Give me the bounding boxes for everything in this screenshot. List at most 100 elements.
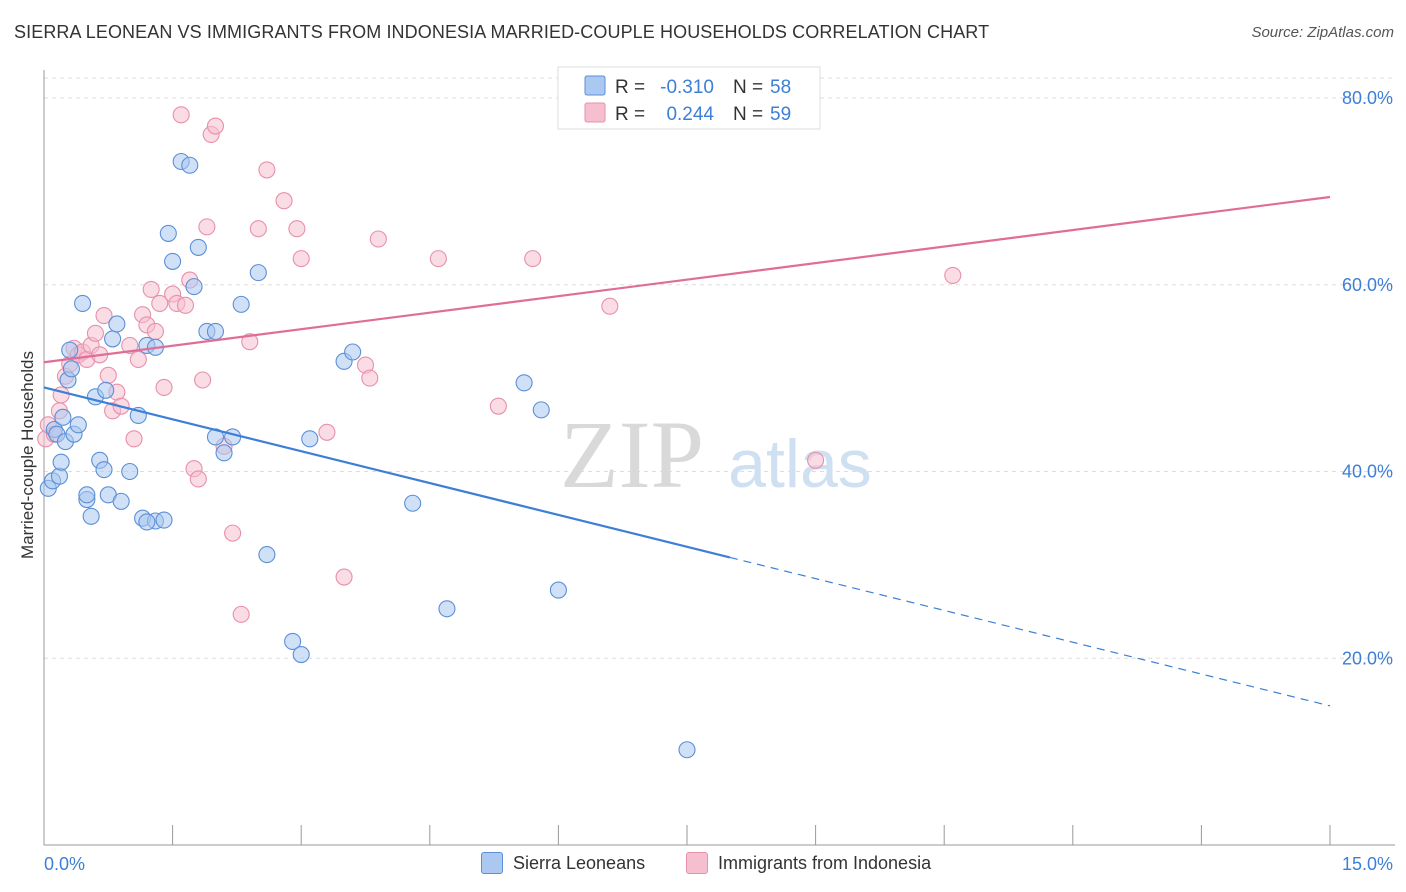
- indonesia-point: [249, 220, 267, 238]
- sierra-leonean-point: [112, 492, 130, 510]
- sierra-leonean-point: [404, 494, 422, 512]
- indonesia-point: [176, 296, 195, 314]
- indonesia-points: [37, 106, 962, 623]
- indonesia-point: [288, 220, 306, 238]
- chart-title: SIERRA LEONEAN VS IMMIGRANTS FROM INDONE…: [14, 22, 990, 42]
- y-axis-label: Married-couple Households: [18, 351, 37, 559]
- sierra-leonean-point: [249, 264, 267, 282]
- indonesia-point: [99, 366, 117, 384]
- sierra-leonean-point: [292, 645, 310, 664]
- legend-item-indonesia: Immigrants from Indonesia: [686, 852, 931, 874]
- source-label: Source: ZipAtlas.com: [1251, 24, 1394, 41]
- indonesia-point: [601, 297, 619, 315]
- sierra-leonean-point: [284, 632, 302, 650]
- stats-n-label-pink: N =: [733, 104, 763, 125]
- indonesia-point: [275, 192, 293, 210]
- indonesia-point: [146, 322, 165, 340]
- indonesia-point: [125, 430, 143, 448]
- sierra-leonean-point: [54, 408, 72, 426]
- indonesia-point: [95, 307, 113, 325]
- sierra-leonean-point: [185, 278, 203, 296]
- sierra-leonean-point: [52, 453, 70, 471]
- indonesia-point: [258, 161, 276, 179]
- sierra-leonean-point: [159, 224, 177, 242]
- sierra-leonean-point: [78, 486, 96, 504]
- indonesia-point: [142, 280, 160, 298]
- indonesia-point: [151, 294, 169, 312]
- indonesia-point: [206, 117, 225, 135]
- tick-labels: 20.0% 40.0% 60.0% 80.0% 0.0% 15.0%: [44, 88, 1393, 874]
- sierra-leonean-point: [95, 461, 113, 479]
- indonesia-point: [121, 336, 139, 355]
- sierra-leonean-point: [344, 343, 362, 361]
- x-tick-label-min: 0.0%: [44, 854, 85, 874]
- sierra-leonean-point: [97, 381, 115, 399]
- y-tick-label: 40.0%: [1342, 462, 1393, 482]
- sierra-leonean-point: [301, 430, 319, 448]
- sierra-leonean-point: [69, 416, 87, 434]
- indonesia-point: [429, 250, 447, 268]
- watermark-atlas: atlas: [728, 426, 872, 502]
- sierra-leonean-point: [61, 341, 79, 359]
- sierra-leonean-point: [74, 294, 92, 312]
- stats-swatch-blue: [584, 75, 606, 96]
- watermark: ZIP atlas: [560, 401, 872, 508]
- sierra-leonean-point: [50, 467, 68, 485]
- y-tick-label: 80.0%: [1342, 88, 1393, 108]
- legend-label-sierra-leoneans: Sierra Leoneans: [513, 852, 646, 873]
- legend-label-indonesia: Immigrants from Indonesia: [718, 852, 932, 873]
- stats-r-label-pink: R =: [615, 104, 645, 125]
- sierra-leonean-point: [515, 374, 533, 392]
- indonesia-point: [807, 451, 825, 469]
- sierra-leonean-point: [224, 428, 242, 446]
- sierra-leonean-point: [62, 360, 80, 378]
- sierra-leonean-point: [258, 546, 276, 564]
- legend-swatch-blue: [481, 852, 503, 874]
- sierra-leonean-point: [438, 600, 456, 618]
- sierra-leonean-point: [678, 741, 696, 759]
- indonesia-point: [241, 333, 259, 351]
- indonesia-point: [155, 378, 173, 397]
- sierra-leonean-point: [549, 581, 567, 599]
- sierra-leonean-point: [532, 401, 550, 419]
- sierra-leonean-point: [121, 462, 139, 481]
- indonesia-point: [224, 524, 242, 542]
- grid-lines: [44, 77, 1395, 659]
- sierra-leonean-point: [138, 513, 156, 531]
- indonesia-point: [292, 250, 310, 268]
- sierra-leonean-point: [215, 444, 233, 462]
- trend-lines: [43, 195, 1331, 707]
- indonesia-point: [318, 423, 336, 441]
- legend-swatch-pink: [686, 852, 708, 874]
- indonesia-point: [335, 568, 353, 586]
- stats-n-label-blue: N =: [733, 77, 763, 98]
- indonesia-point: [232, 605, 250, 623]
- sierra-leonean-point: [104, 330, 122, 348]
- watermark-zip: ZIP: [560, 401, 704, 508]
- stats-r-value-pink: 0.244: [666, 104, 714, 125]
- sierra-leonean-point: [206, 322, 225, 340]
- legend-item-sierra-leoneans: Sierra Leoneans: [481, 852, 645, 874]
- stats-r-label-blue: R =: [615, 77, 645, 98]
- indonesia-point: [489, 397, 507, 415]
- indonesia-point: [369, 230, 387, 248]
- stats-n-value-blue: 58: [770, 77, 791, 98]
- sierra-leonean-point: [189, 238, 207, 256]
- trend-line-indonesia: [43, 195, 1331, 364]
- axes: [43, 70, 1395, 846]
- indonesia-point: [198, 218, 216, 236]
- sierra-leonean-point: [232, 295, 250, 313]
- sierra-leonean-point: [82, 507, 100, 525]
- indonesia-point: [189, 470, 207, 488]
- y-tick-label: 20.0%: [1342, 648, 1393, 668]
- stats-swatch-pink: [584, 102, 606, 123]
- indonesia-point: [129, 350, 147, 369]
- y-axis-label-group: Married-couple Households: [18, 351, 37, 559]
- trend-line-sierra-leonean: [43, 386, 731, 559]
- sierra-leonean-point: [155, 511, 173, 529]
- stats-n-value-pink: 59: [770, 104, 791, 125]
- indonesia-point: [172, 106, 190, 124]
- trend-line-sierra-leonean-extension: [729, 556, 1331, 707]
- indonesia-point: [194, 371, 212, 389]
